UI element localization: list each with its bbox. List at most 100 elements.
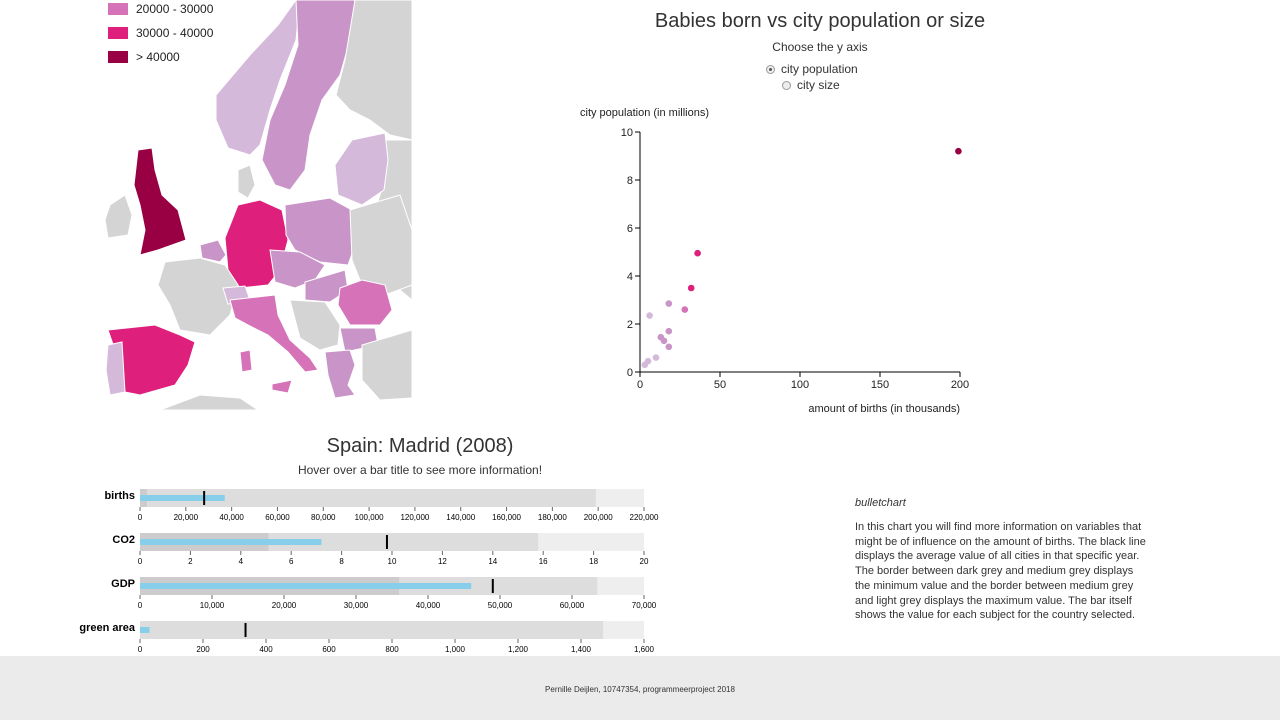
scatter-point[interactable] bbox=[665, 327, 673, 335]
bullet-tick-label: 200,000 bbox=[584, 513, 613, 522]
bullet-tick-label: 20,000 bbox=[174, 513, 199, 522]
bullet-tick-label: 40,000 bbox=[219, 513, 244, 522]
map-country-north-africa[interactable] bbox=[159, 394, 260, 411]
footer-text: Pernille Deijlen, 10747354, programmeerp… bbox=[545, 685, 735, 694]
bullet-row-label[interactable]: births bbox=[104, 490, 135, 502]
scatter-point[interactable] bbox=[694, 249, 701, 257]
map-country-balkans[interactable] bbox=[289, 299, 341, 351]
map-country-norway[interactable] bbox=[215, 0, 301, 156]
bullet-tick-label: 70,000 bbox=[632, 601, 657, 610]
bullet-tick-label: 14 bbox=[488, 557, 497, 566]
bullet-tick-label: 20 bbox=[640, 557, 649, 566]
bullet-tick-label: 120,000 bbox=[400, 513, 429, 522]
bullet-range-medium bbox=[140, 621, 604, 639]
description-text: In this chart you will find more informa… bbox=[855, 521, 1146, 622]
bullet-row: green area 0 200 400 600 800 1,000 1,200 1,400 1,… bbox=[79, 621, 655, 654]
scatter-point[interactable] bbox=[646, 312, 653, 319]
bullet-tick-label: 6 bbox=[289, 557, 294, 566]
bullet-row-label[interactable]: GDP bbox=[111, 578, 135, 590]
bullet-tick-label: 0 bbox=[138, 601, 143, 610]
europe-map bbox=[100, 0, 420, 412]
x-tick-label: 150 bbox=[871, 379, 889, 391]
legend-swatch bbox=[108, 51, 128, 63]
legend-label: > 40000 bbox=[136, 50, 180, 64]
map-legend: 20000 - 30000 30000 - 40000 > 40000 bbox=[108, 0, 213, 69]
map-country-baltics[interactable] bbox=[334, 132, 389, 206]
map-country-denmark[interactable] bbox=[237, 164, 256, 199]
scatter-subtitle: Choose the y axis bbox=[772, 40, 868, 54]
map-country-sicily[interactable] bbox=[271, 379, 293, 394]
map-country-italy[interactable] bbox=[229, 294, 319, 373]
bullet-tick-label: 180,000 bbox=[538, 513, 567, 522]
bullet-tick-label: 20,000 bbox=[272, 601, 297, 610]
bullet-tick-label: 1,200 bbox=[508, 645, 529, 654]
map-country-ireland[interactable] bbox=[104, 194, 133, 239]
bullet-tick-label: 60,000 bbox=[560, 601, 585, 610]
bullet-tick-label: 220,000 bbox=[630, 513, 659, 522]
y-tick-label: 10 bbox=[621, 127, 633, 139]
scatter-title: Babies born vs city population or size bbox=[654, 10, 986, 32]
radio-button-selected[interactable] bbox=[766, 64, 775, 74]
bullet-tick-label: 800 bbox=[385, 645, 399, 654]
radio-city-size[interactable]: city size bbox=[782, 78, 840, 92]
bullet-tick-label: 10 bbox=[388, 557, 397, 566]
bullet-tick-label: 1,400 bbox=[571, 645, 592, 654]
map-country-greece[interactable] bbox=[324, 349, 356, 399]
map-country-france[interactable] bbox=[157, 257, 239, 336]
bullet-value-bar[interactable] bbox=[140, 495, 225, 501]
bullet-tick-label: 200 bbox=[196, 645, 210, 654]
x-axis-label: amount of births (in thousands) bbox=[808, 403, 960, 415]
map-country-poland[interactable] bbox=[284, 197, 356, 266]
bullet-tick-label: 160,000 bbox=[492, 513, 521, 522]
x-tick-label: 200 bbox=[951, 379, 969, 391]
bullet-chart-subtitle: Hover over a bar title to see more infor… bbox=[297, 463, 543, 477]
legend-label: 30000 - 40000 bbox=[136, 26, 214, 40]
bullet-tick-label: 0 bbox=[138, 513, 143, 522]
bullet-row-label[interactable]: green area bbox=[79, 622, 136, 634]
bullet-tick-label: 1,600 bbox=[634, 645, 655, 654]
bullet-value-bar[interactable] bbox=[140, 539, 322, 545]
scatter-point[interactable] bbox=[660, 337, 668, 345]
legend-swatch bbox=[108, 27, 128, 39]
scatter-point[interactable] bbox=[687, 284, 695, 292]
map-country-sardinia[interactable] bbox=[239, 349, 253, 373]
bullet-value-bar[interactable] bbox=[140, 583, 472, 589]
footer: Pernille Deijlen, 10747354, programmeerp… bbox=[0, 656, 1280, 720]
bullet-tick-label: 16 bbox=[539, 557, 548, 566]
radio-city-population[interactable]: city population bbox=[766, 62, 858, 76]
bullet-tick-label: 30,000 bbox=[344, 601, 369, 610]
y-tick-label: 8 bbox=[627, 175, 633, 187]
map-country-romania[interactable] bbox=[337, 279, 393, 326]
y-tick-label: 6 bbox=[627, 223, 633, 235]
bullet-value-bar[interactable] bbox=[140, 627, 150, 633]
map-country-uk[interactable] bbox=[133, 147, 187, 256]
bullet-tick-label: 18 bbox=[589, 557, 598, 566]
bullet-tick-label: 10,000 bbox=[200, 601, 225, 610]
bullet-chart-title: Spain: Madrid (2008) bbox=[326, 435, 514, 457]
bullet-tick-label: 0 bbox=[138, 645, 143, 654]
bullet-tick-label: 8 bbox=[339, 557, 344, 566]
bullet-row: GDP 0 10,000 20,000 30,000 40,000 50,000 60,000… bbox=[111, 577, 657, 610]
scatter-chart: city population (in millions) amount of … bbox=[580, 107, 969, 415]
scatter-point[interactable] bbox=[652, 354, 660, 361]
scatter-point[interactable] bbox=[665, 300, 673, 307]
scatter-point[interactable] bbox=[665, 343, 673, 351]
description-title: bulletchart bbox=[855, 497, 906, 509]
scatter-point[interactable] bbox=[681, 306, 689, 313]
map-country-turkey[interactable] bbox=[361, 329, 413, 401]
map-country-portugal[interactable] bbox=[105, 341, 126, 396]
bullet-tick-label: 140,000 bbox=[446, 513, 475, 522]
bullet-tick-label: 80,000 bbox=[311, 513, 336, 522]
map-country-ukraine[interactable] bbox=[349, 194, 413, 296]
bullet-row-label[interactable]: CO2 bbox=[112, 534, 135, 546]
scatter-point[interactable] bbox=[641, 361, 649, 369]
bullet-tick-label: 4 bbox=[239, 557, 244, 566]
bullet-chart: births 0 20,000 40,000 60,000 80,000 100,000 12… bbox=[79, 489, 659, 654]
bullet-tick-label: 40,000 bbox=[416, 601, 441, 610]
legend-item: 30000 - 40000 bbox=[108, 21, 213, 45]
bullet-tick-label: 2 bbox=[188, 557, 193, 566]
map-country-benelux[interactable] bbox=[199, 239, 227, 263]
scatter-point[interactable] bbox=[955, 147, 962, 155]
bullet-row: births 0 20,000 40,000 60,000 80,000 100,000 12… bbox=[104, 489, 659, 522]
radio-button[interactable] bbox=[782, 80, 791, 90]
